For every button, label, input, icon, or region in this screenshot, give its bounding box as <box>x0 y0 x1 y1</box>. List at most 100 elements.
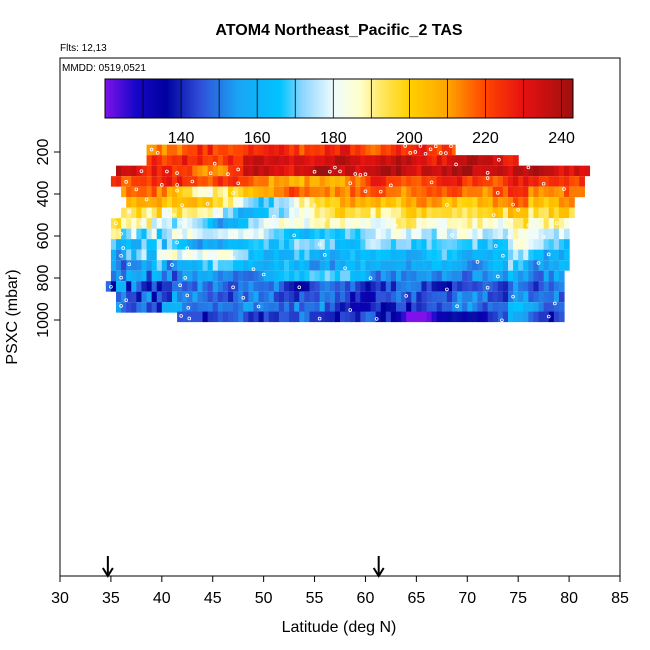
heatmap-cell <box>172 291 178 303</box>
heatmap-cell <box>126 302 132 313</box>
heatmap-cell <box>497 155 504 166</box>
sample-marker <box>370 211 375 215</box>
colorbar-segment <box>224 79 228 118</box>
heatmap-cell <box>172 197 178 208</box>
heatmap-cell <box>212 260 219 271</box>
heatmap-cell <box>436 270 443 282</box>
heatmap-cell <box>518 186 524 198</box>
heatmap-cell <box>192 165 199 177</box>
heatmap-cell <box>136 270 143 282</box>
colorbar-segment <box>391 79 395 118</box>
heatmap-cell <box>309 186 316 198</box>
heatmap-cell <box>350 228 356 240</box>
heatmap-cell <box>380 155 387 166</box>
heatmap-cell <box>248 302 255 313</box>
heatmap-cell <box>538 260 545 271</box>
heatmap-cell <box>355 311 361 323</box>
heatmap-cell <box>487 249 494 261</box>
heatmap-cell <box>192 281 199 292</box>
heatmap-cell <box>564 239 570 250</box>
colorbar-segment <box>515 79 519 118</box>
heatmap-cell <box>314 207 321 219</box>
colorbar-tick-label: 200 <box>396 130 423 147</box>
heatmap-cell <box>406 281 412 292</box>
heatmap-cell <box>222 291 229 303</box>
heatmap-cell <box>538 291 545 303</box>
colorbar-segment <box>196 79 200 118</box>
heatmap-cell <box>416 197 423 208</box>
heatmap-cell <box>294 281 300 292</box>
heatmap-cell <box>273 291 280 303</box>
colorbar-tick-label: 140 <box>168 130 195 147</box>
heatmap-cell <box>238 207 244 219</box>
heatmap-cell <box>284 291 290 303</box>
heatmap-cell <box>406 165 412 177</box>
heatmap-cell <box>172 165 178 177</box>
heatmap-cell <box>345 165 351 177</box>
heatmap-cell <box>462 270 468 282</box>
heatmap-cell <box>166 260 173 271</box>
heatmap-cell <box>487 302 494 313</box>
sample-marker <box>358 173 363 177</box>
heatmap-cell <box>518 270 524 282</box>
heatmap-cell <box>243 249 249 261</box>
heatmap-cell <box>406 291 412 303</box>
heatmap-cell <box>116 281 122 292</box>
sample-marker <box>404 294 408 298</box>
heatmap-cell <box>416 270 423 282</box>
heatmap-cell <box>396 186 402 198</box>
heatmap-cell <box>528 165 535 177</box>
heatmap-cell <box>126 218 132 229</box>
heatmap-cell <box>467 311 473 323</box>
heatmap-cell <box>131 270 137 282</box>
heatmap-cell <box>212 270 219 282</box>
heatmap-cell <box>477 155 484 166</box>
colorbar-segment <box>352 79 356 118</box>
heatmap-cell <box>258 207 265 219</box>
x-tick-label: 40 <box>153 590 171 607</box>
heatmap-cell <box>462 176 468 187</box>
heatmap-cell <box>110 270 117 282</box>
heatmap-cell <box>166 281 173 292</box>
heatmap-cell <box>258 144 265 156</box>
heatmap-cell <box>426 270 433 282</box>
heatmap-cell <box>141 281 148 292</box>
heatmap-cell <box>187 260 193 271</box>
heatmap-cell <box>222 144 229 156</box>
heatmap-cell <box>446 249 453 261</box>
heatmap-cell <box>182 302 188 313</box>
heatmap-cell <box>355 207 361 219</box>
heatmap-cell <box>355 239 361 250</box>
heatmap-cell <box>426 155 433 166</box>
heatmap-cell <box>278 176 285 187</box>
heatmap-cell <box>365 239 372 250</box>
heatmap-cell <box>273 239 280 250</box>
heatmap-cell <box>212 197 219 208</box>
heatmap-cell <box>172 144 178 156</box>
heatmap-cell <box>396 165 402 177</box>
heatmap-cell <box>192 144 199 156</box>
heatmap-cell <box>304 311 311 323</box>
heatmap-cell <box>263 228 270 240</box>
heatmap-cell <box>487 207 494 219</box>
heatmap-cell <box>518 291 524 303</box>
heatmap-cell <box>319 207 326 219</box>
heatmap-cell <box>156 239 163 250</box>
heatmap-cell <box>278 155 285 166</box>
heatmap-cell <box>141 197 148 208</box>
heatmap-cell <box>151 302 158 313</box>
heatmap-cell <box>340 311 346 323</box>
colorbar-segment <box>534 79 538 118</box>
heatmap-cell <box>278 291 285 303</box>
heatmap-cell <box>492 155 499 166</box>
heatmap-cell <box>441 260 448 271</box>
heatmap-cell <box>334 311 341 323</box>
heatmap-cell <box>528 228 535 240</box>
heatmap-cell <box>375 155 382 166</box>
heatmap-cell <box>304 260 311 271</box>
heatmap-cell <box>207 207 214 219</box>
heatmap-cell <box>121 260 127 271</box>
heatmap-cell <box>396 176 402 187</box>
heatmap-cell <box>202 197 209 208</box>
heatmap-cell <box>217 144 224 156</box>
